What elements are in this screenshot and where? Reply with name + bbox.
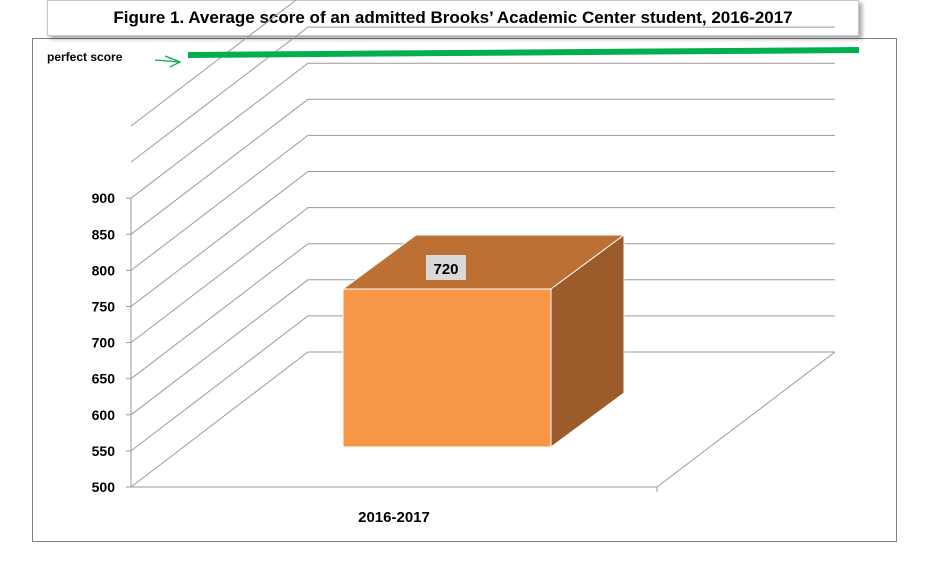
y-tick-label: 600 — [92, 407, 116, 423]
gridline — [130, 351, 835, 488]
floor-edge-right — [656, 351, 836, 488]
bar-layer — [341, 234, 626, 448]
chart-title: Figure 1. Average score of an admitted B… — [113, 8, 793, 27]
data-label: 720 — [433, 261, 458, 278]
gridline — [130, 0, 298, 127]
y-tick-label: 750 — [92, 299, 116, 315]
grid-layer — [130, 0, 835, 488]
y-tick-label: 550 — [92, 443, 116, 459]
perfect-score-label: perfect score — [47, 50, 123, 64]
perfect-score-arrow-shaft — [154, 59, 181, 63]
x-category-label: 2016-2017 — [358, 509, 430, 526]
data-label-box — [426, 255, 466, 280]
bar-front-face — [342, 288, 552, 448]
perfect-score-line — [187, 47, 860, 58]
annotation-layer: perfect score — [47, 47, 860, 68]
gridline — [130, 279, 835, 416]
y-tick-label: 650 — [92, 371, 116, 387]
gridline — [130, 62, 835, 199]
y-tick-label: 800 — [92, 262, 116, 278]
gridline — [130, 207, 835, 343]
y-tick-label: 700 — [92, 335, 116, 351]
gridline — [130, 98, 835, 235]
gridline — [130, 315, 835, 452]
y-axis: 500 550 600 650 700 750 800 850 900 — [92, 190, 132, 495]
chart-title-box: Figure 1. Average score of an admitted B… — [47, 0, 859, 36]
gridline — [130, 134, 835, 271]
gridline — [130, 171, 835, 307]
y-tick-label: 500 — [92, 479, 116, 495]
gridline — [130, 243, 835, 380]
gridline — [130, 26, 835, 163]
floor-layer — [131, 351, 836, 492]
y-tick-label: 900 — [92, 190, 116, 206]
y-tick-label: 850 — [92, 226, 116, 242]
label-layer: 720 2016-2017 — [358, 255, 466, 526]
